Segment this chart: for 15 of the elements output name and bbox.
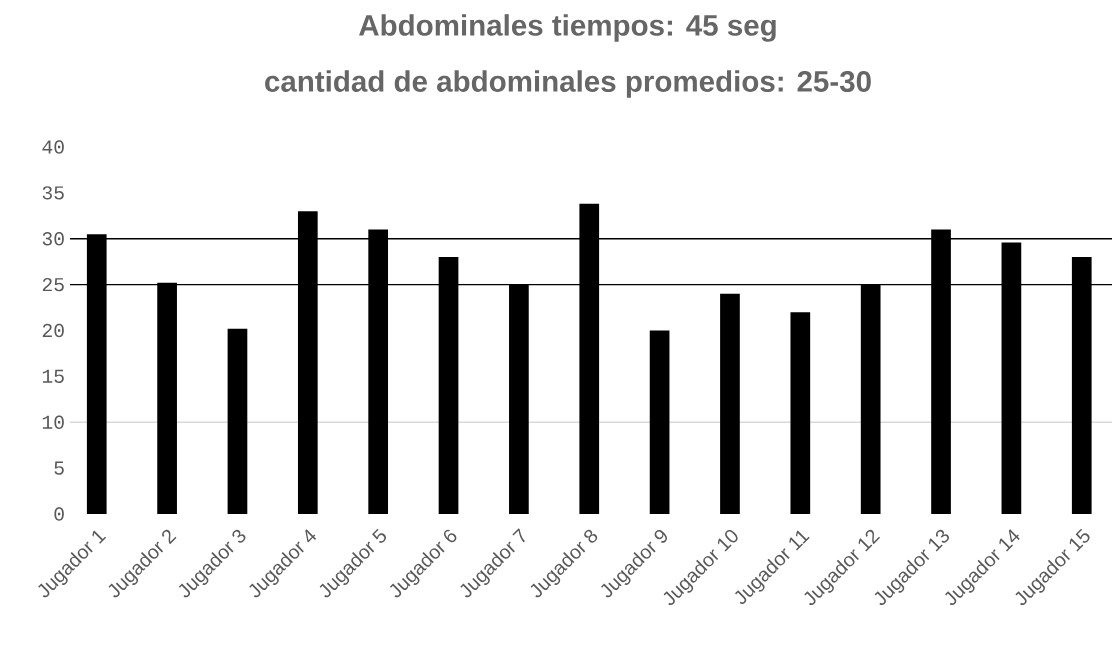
y-tick-label: 40 [42,140,64,154]
bar [649,330,670,514]
y-tick-label: 5 [54,461,64,475]
bar [227,328,248,514]
bar [720,293,740,514]
y-tick-label: 25 [42,277,64,292]
bar [790,312,811,514]
chart-title: Abdominales tiempos: 45 seg [359,14,776,42]
chart-subtitle: cantidad de abdominales promedios: 25-30 [265,70,871,98]
y-tick-label: 20 [42,323,64,338]
y-tick-label: 15 [42,369,64,383]
y-tick-label: 35 [42,186,64,200]
y-tick-label: 10 [42,415,64,429]
y-tick-label: 0 [54,507,64,521]
y-tick-label: 30 [42,232,64,246]
